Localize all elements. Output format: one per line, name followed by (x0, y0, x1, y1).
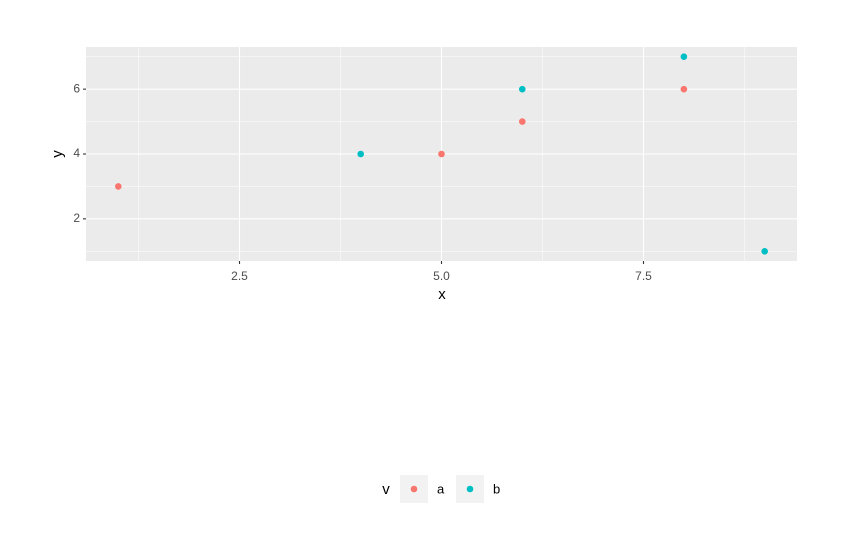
point (115, 183, 122, 190)
point (438, 150, 445, 158)
point (518, 85, 526, 93)
point (357, 150, 365, 158)
x-tick-label: 7.5 (635, 269, 652, 283)
x-axis-title: x (438, 286, 446, 303)
grid (86, 47, 797, 261)
point (680, 85, 688, 93)
legend-label: b (493, 481, 500, 496)
y-tick-label: 4 (73, 146, 80, 160)
legend-label: a (437, 481, 445, 496)
x-tick-label: 5.0 (433, 269, 450, 283)
legend-swatch (410, 485, 418, 493)
point (761, 247, 768, 255)
legend-title: v (382, 481, 390, 498)
point (680, 53, 688, 61)
legend-swatch (466, 485, 474, 493)
points (115, 53, 768, 255)
x-tick-label: 2.5 (231, 269, 248, 283)
y-axis-title: y (49, 150, 66, 158)
y-tick-label: 2 (73, 211, 80, 225)
y-tick-label: 6 (73, 81, 80, 95)
point (518, 118, 526, 125)
